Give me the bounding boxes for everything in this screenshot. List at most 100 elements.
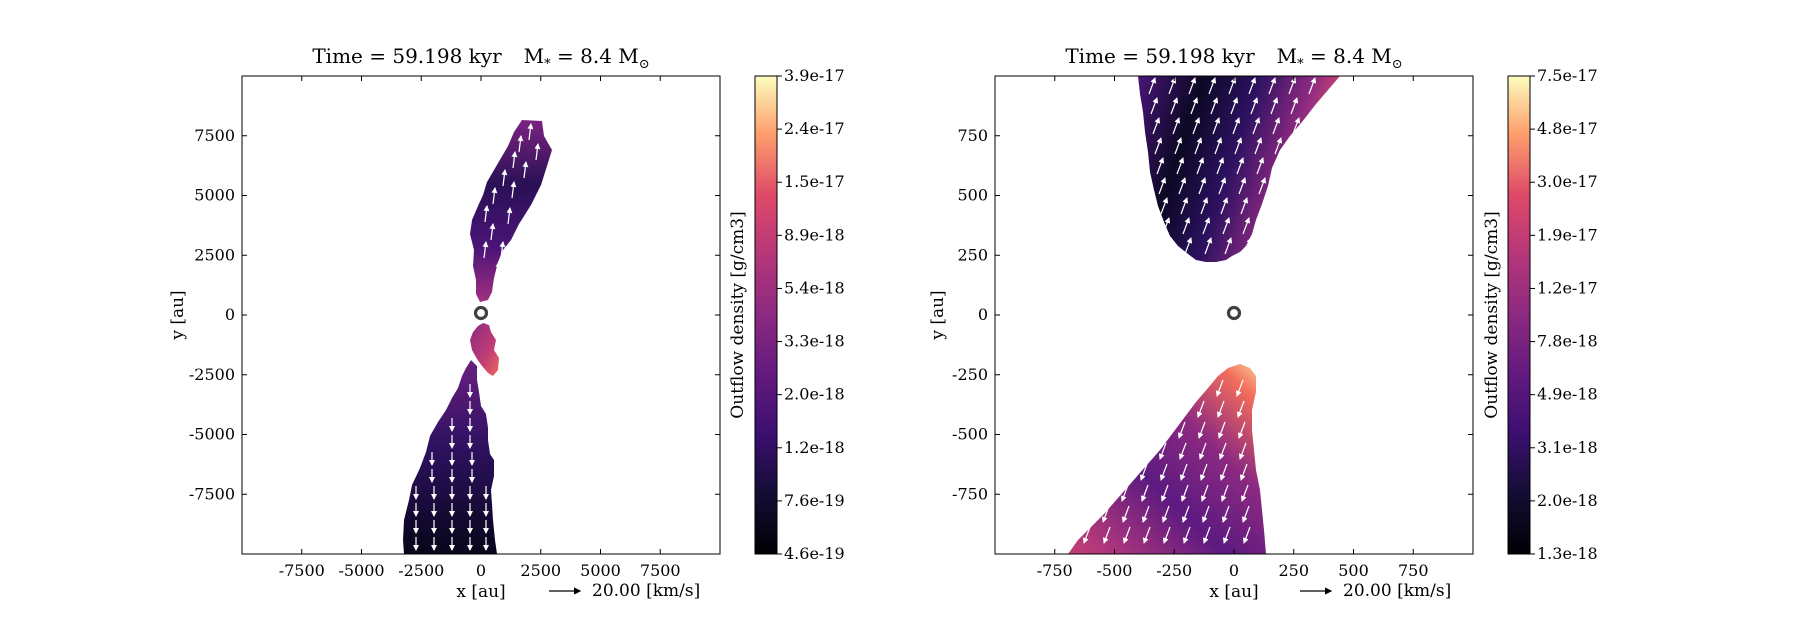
- velocity-arrow: [1242, 526, 1251, 544]
- velocity-arrow: [1236, 400, 1245, 418]
- velocity-arrow: [1140, 484, 1149, 502]
- velocity-arrow: [1194, 137, 1203, 155]
- y-tick-label: -5000: [189, 425, 235, 444]
- y-tick-label: -2500: [189, 365, 235, 384]
- colorbar-tick-label: 5.4e-18: [784, 278, 845, 297]
- colorbar-tick-label: 1.2e-18: [784, 438, 845, 457]
- title-time-left: Time = 59.198 kyr: [312, 44, 502, 68]
- velocity-arrow: [1180, 197, 1189, 215]
- velocity-arrow: [499, 241, 506, 259]
- y-tick-label: 7500: [194, 126, 235, 145]
- velocity-arrow: [1162, 217, 1171, 235]
- velocity-arrow: [1244, 237, 1253, 255]
- colorbar-tick-label: 8.9e-18: [784, 225, 845, 244]
- outflow-lobe-north: [470, 120, 552, 302]
- velocity-arrow: [1236, 157, 1245, 175]
- velocity-arrow: [1172, 117, 1181, 135]
- quiver-key-left: 20.00 [km/s]: [549, 581, 700, 601]
- velocity-arrow: [1197, 421, 1206, 439]
- star-marker-right: [1226, 305, 1242, 321]
- velocity-arrow: [1179, 463, 1188, 481]
- velocity-arrow: [1215, 379, 1224, 397]
- x-axis-ticks-left: -7500 -5000 -2500 0 2500 5000 7500: [279, 76, 681, 580]
- velocity-arrow: [1218, 177, 1227, 195]
- velocity-arrow: [1121, 505, 1130, 523]
- quiver-key-label-left: 20.00 [km/s]: [592, 581, 700, 601]
- velocity-arrow: [1158, 442, 1167, 460]
- velocity-arrow: [1238, 177, 1247, 195]
- colorbar-tick-label: 4.8e-17: [1537, 119, 1598, 138]
- x-tick-label: 7500: [640, 561, 681, 580]
- colorbar-gradient-right: [1507, 75, 1531, 555]
- velocity-arrow: [1222, 217, 1231, 235]
- velocity-arrow: [1238, 442, 1247, 460]
- y-tick-label: 500: [957, 186, 988, 205]
- velocity-arrow: [1182, 526, 1191, 544]
- y-tick-label: 250: [957, 245, 988, 264]
- colorbar-tick-label: 1.5e-17: [784, 172, 845, 191]
- velocity-arrow: [1260, 197, 1269, 215]
- velocity-arrow: [1200, 197, 1209, 215]
- title-mass-sun-right: ⊙: [1392, 57, 1403, 72]
- velocity-arrow: [1210, 97, 1219, 115]
- y-tick-label: -500: [952, 425, 988, 444]
- velocity-arrow: [483, 205, 490, 223]
- x-tick-label: 2500: [520, 561, 561, 580]
- colorbar-tick-label: 2.0e-18: [1537, 491, 1598, 510]
- y-tick-label: 5000: [194, 186, 235, 205]
- velocity-arrow: [1240, 197, 1249, 215]
- panel-right: -750 -500 -250 0 250 500 750 750 500 250 0 -250 -50…: [928, 44, 1598, 602]
- velocity-arrow: [1216, 157, 1225, 175]
- colorbar-tick-label: 3.0e-17: [1537, 172, 1598, 191]
- colorbar-label-right: Outflow density [g/cm3]: [1482, 211, 1502, 418]
- velocity-arrow: [1235, 379, 1244, 397]
- velocity-arrow: [1101, 505, 1110, 523]
- x-tick-label: 500: [1338, 561, 1369, 580]
- velocity-arrow: [1217, 421, 1226, 439]
- velocity-arrow: [1158, 177, 1167, 195]
- x-tick-label: -250: [1156, 561, 1192, 580]
- colorbar-ticks-left: 3.9e-17 2.4e-17 1.5e-17 8.9e-18 5.4e-18 3.3e-…: [777, 66, 845, 563]
- x-axis-label-right: x [au]: [1209, 582, 1258, 602]
- velocity-arrow: [1142, 526, 1151, 544]
- velocity-arrow: [1188, 77, 1197, 95]
- colorbar-tick-label: 7.5e-17: [1537, 66, 1598, 85]
- velocity-arrow: [1242, 217, 1251, 235]
- title-mass-val-left: = 8.4 M: [551, 44, 639, 68]
- title-mass-val-right: = 8.4 M: [1304, 44, 1392, 68]
- colorbar-ticks-right: 7.5e-17 4.8e-17 3.0e-17 1.9e-17 1.2e-17 7.8e-…: [1530, 66, 1598, 563]
- colorbar-left: 3.9e-17 2.4e-17 1.5e-17 8.9e-18 5.4e-18 3.3e-…: [728, 66, 845, 563]
- velocity-arrow: [1216, 400, 1225, 418]
- velocity-arrow: [1178, 177, 1187, 195]
- velocity-arrow: [1221, 505, 1230, 523]
- velocity-arrow: [495, 261, 502, 279]
- velocity-arrow: [1176, 157, 1185, 175]
- colorbar-tick-label: 1.2e-17: [1537, 278, 1598, 297]
- velocity-arrow: [1177, 421, 1186, 439]
- velocity-arrow: [1160, 197, 1169, 215]
- velocity-arrow: [1180, 484, 1189, 502]
- velocity-arrow: [1268, 77, 1277, 95]
- velocity-arrow: [1290, 97, 1299, 115]
- x-tick-label: -2500: [398, 561, 444, 580]
- colorbar-label-left: Outflow density [g/cm3]: [728, 211, 748, 418]
- x-tick-label: -750: [1037, 561, 1073, 580]
- colorbar-tick-label: 3.9e-17: [784, 66, 845, 85]
- velocity-arrow: [527, 123, 534, 141]
- velocity-arrow: [1201, 505, 1210, 523]
- velocity-arrow: [1164, 237, 1173, 255]
- velocity-arrow: [1170, 97, 1179, 115]
- colorbar-gradient-left: [754, 75, 778, 555]
- velocity-arrow: [1224, 237, 1233, 255]
- velocity-arrow: [1234, 137, 1243, 155]
- outflow-density-map-right: [1068, 76, 1340, 554]
- velocity-arrow: [1178, 442, 1187, 460]
- outflow-density-map-left: [403, 120, 552, 554]
- velocity-arrow: [1174, 137, 1183, 155]
- colorbar-tick-label: 4.9e-18: [1537, 385, 1598, 404]
- velocity-arrow: [1241, 505, 1250, 523]
- velocity-arrow: [1122, 526, 1131, 544]
- velocity-arrow: [1154, 137, 1163, 155]
- velocity-arrow: [534, 143, 541, 161]
- velocity-arrow: [501, 169, 508, 187]
